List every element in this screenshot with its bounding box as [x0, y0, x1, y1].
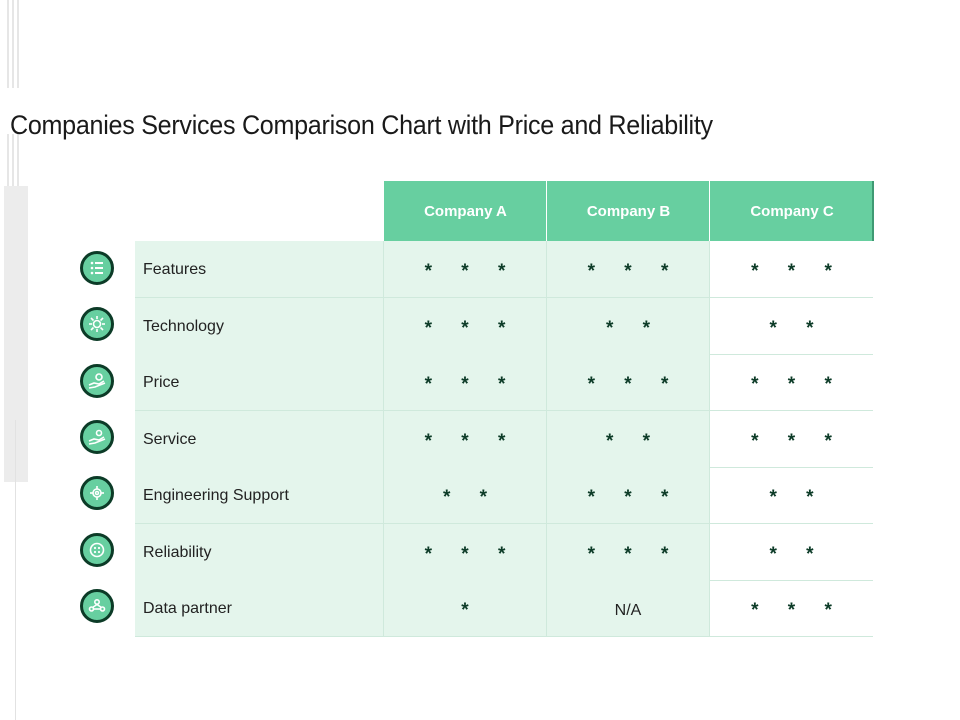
rating-value: * * * — [424, 318, 518, 339]
rating-value: N/A — [614, 602, 642, 619]
rating-value: * * — [605, 318, 663, 339]
rating-cell-company-a: * * * — [383, 241, 546, 297]
row-label: Features — [135, 241, 383, 297]
rating-value: * * — [769, 544, 826, 565]
rating-value: * * * — [587, 261, 681, 282]
table-row: Features * * * * * * * * * — [135, 241, 873, 298]
rating-cell-company-a: * * * — [383, 354, 546, 410]
rating-cell-company-b: * * — [546, 411, 709, 467]
row-label: Technology — [135, 298, 383, 354]
rating-value: * — [461, 600, 481, 621]
table-row: Price * * * * * * * * * — [135, 354, 873, 411]
decorative-panel — [4, 186, 28, 482]
shield-dots-icon — [80, 533, 114, 567]
table-row: Service * * * * * * * * — [135, 411, 873, 468]
network-gear-icon — [80, 307, 114, 341]
hand-service-icon — [80, 420, 114, 454]
column-header-company-a: Company A — [383, 181, 547, 241]
rating-value: * * * — [751, 431, 844, 452]
rating-value: * * * — [751, 600, 844, 621]
rating-cell-company-b: * * * — [546, 467, 709, 523]
rating-cell-company-b: N/A — [546, 580, 709, 636]
decorative-line — [17, 0, 19, 88]
rating-cell-company-b: * * * — [546, 354, 709, 410]
table-row: Reliability * * * * * * * * — [135, 524, 873, 581]
rating-cell-company-c: * * * — [709, 411, 873, 467]
decorative-line — [17, 134, 19, 194]
rating-cell-company-c: * * — [709, 298, 873, 354]
rating-cell-company-c: * * — [709, 467, 873, 523]
people-network-icon — [80, 589, 114, 623]
column-header-company-c: Company C — [709, 181, 874, 241]
rating-value: * * * — [587, 487, 681, 508]
decorative-line — [15, 420, 16, 720]
decorative-line — [7, 0, 9, 88]
table-row: Data partner * N/A * * * — [135, 580, 873, 637]
rating-cell-company-a: * * * — [383, 298, 546, 354]
rating-cell-company-b: * * — [546, 298, 709, 354]
rating-cell-company-a: * * * — [383, 524, 546, 580]
row-label: Service — [135, 411, 383, 467]
rating-cell-company-b: * * * — [546, 524, 709, 580]
rating-value: * * * — [424, 261, 518, 282]
row-label: Engineering Support — [135, 467, 383, 523]
rating-value: * * * — [424, 544, 518, 565]
rating-value: * * * — [751, 374, 844, 395]
rating-value: * * — [769, 487, 826, 508]
rating-value: * * * — [751, 261, 844, 282]
decorative-line — [12, 134, 14, 194]
rating-value: * * * — [424, 374, 518, 395]
decorative-line — [12, 0, 14, 88]
rating-value: * * — [442, 487, 500, 508]
rating-value: * * * — [587, 544, 681, 565]
slide-title: Companies Services Comparison Chart with… — [10, 110, 713, 141]
rating-cell-company-c: * * * — [709, 580, 873, 636]
row-label: Data partner — [135, 580, 383, 636]
rating-cell-company-c: * * * — [709, 354, 873, 410]
row-label: Price — [135, 354, 383, 410]
header-edge — [872, 181, 874, 241]
rating-cell-company-a: * * — [383, 467, 546, 523]
rating-cell-company-a: * — [383, 580, 546, 636]
rating-cell-company-a: * * * — [383, 411, 546, 467]
table-row: Engineering Support * * * * * * * — [135, 467, 873, 524]
rating-value: * * — [605, 431, 663, 452]
table-row: Technology * * * * * * * — [135, 298, 873, 355]
rating-cell-company-b: * * * — [546, 241, 709, 297]
rating-value: * * * — [587, 374, 681, 395]
decorative-line — [7, 134, 9, 194]
list-icon — [80, 251, 114, 285]
rating-cell-company-c: * * — [709, 524, 873, 580]
rating-cell-company-c: * * * — [709, 241, 873, 297]
row-label: Reliability — [135, 524, 383, 580]
hand-coin-icon — [80, 364, 114, 398]
gear-support-icon — [80, 476, 114, 510]
rating-value: * * — [769, 318, 826, 339]
rating-value: * * * — [424, 431, 518, 452]
column-header-company-b: Company B — [546, 181, 710, 241]
